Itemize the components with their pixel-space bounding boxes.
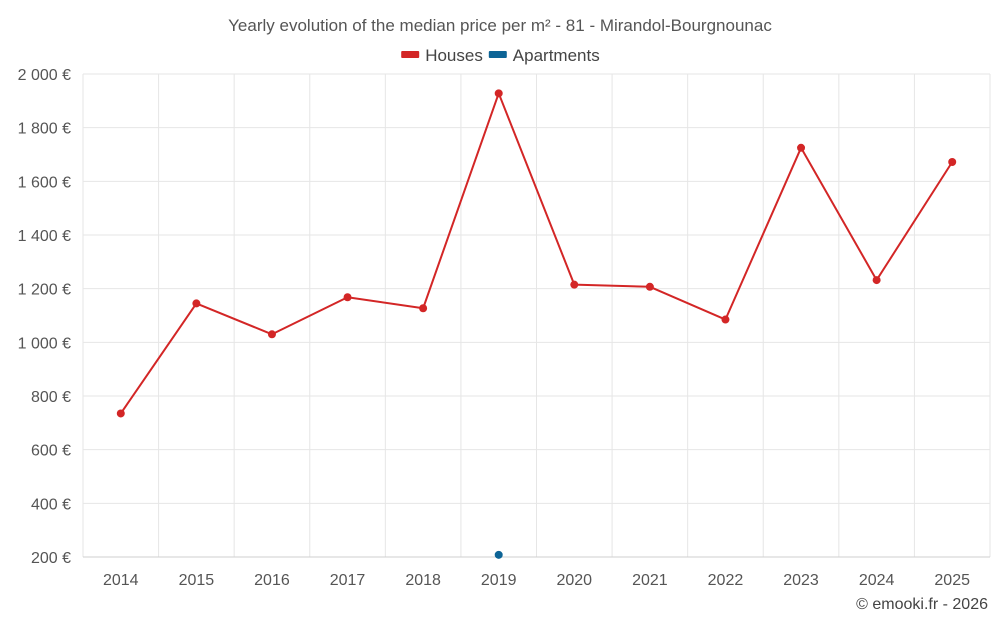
chart-title: Yearly evolution of the median price per… <box>228 16 772 35</box>
y-tick-label-2: 600 € <box>31 443 71 460</box>
houses-point-2021 <box>645 282 654 291</box>
houses-line <box>119 92 954 415</box>
legend-label-houses: Houses <box>425 46 483 65</box>
houses-point-2017 <box>343 293 352 302</box>
houses-point-2024 <box>872 276 881 285</box>
houses-point-2022 <box>721 315 730 324</box>
grid <box>82 73 991 558</box>
houses-point-2016 <box>267 330 276 339</box>
y-tick-label-0: 200 € <box>31 550 71 567</box>
legend-swatch-apartments <box>488 51 507 58</box>
legend: Houses Apartments <box>401 46 600 65</box>
apartments-point-2019 <box>494 550 503 559</box>
y-tick-label-8: 1 800 € <box>18 121 71 138</box>
x-tick-label-2020: 2020 <box>556 572 592 589</box>
y-tick-label-5: 1 200 € <box>18 282 71 299</box>
legend-label-apartments: Apartments <box>513 46 600 65</box>
houses-point-2014 <box>116 409 125 418</box>
y-tick-label-4: 1 000 € <box>18 335 71 352</box>
houses-point-2018 <box>419 304 428 313</box>
houses-point-2023 <box>797 143 806 152</box>
y-tick-label-6: 1 400 € <box>18 228 71 245</box>
y-tick-label-3: 800 € <box>31 389 71 406</box>
credit-text: © emooki.fr - 2026 <box>856 596 988 613</box>
x-tick-label-2021: 2021 <box>632 572 668 589</box>
y-tick-label-7: 1 600 € <box>18 174 71 191</box>
y-tick-label-1: 400 € <box>31 496 71 513</box>
x-tick-label-2019: 2019 <box>481 572 517 589</box>
houses-point-2025 <box>948 158 957 167</box>
x-tick-label-2023: 2023 <box>783 572 819 589</box>
x-tick-label-2015: 2015 <box>179 572 215 589</box>
x-tick-label-2025: 2025 <box>934 572 970 589</box>
series-layer <box>116 89 957 559</box>
x-tick-label-2014: 2014 <box>103 572 139 589</box>
legend-swatch-houses <box>401 51 420 58</box>
x-axis: 2014 2015 2016 2017 2018 2019 2020 2021 2022 2023… <box>103 572 970 589</box>
y-axis: 200 € 400 € 600 € 800 € 1 000 € 1 200 € 1 400 … <box>18 67 71 567</box>
houses-point-2019 <box>494 89 503 98</box>
x-tick-label-2024: 2024 <box>859 572 895 589</box>
y-tick-label-9: 2 000 € <box>18 67 71 84</box>
houses-point-2020 <box>570 280 579 289</box>
x-tick-label-2016: 2016 <box>254 572 290 589</box>
x-tick-label-2018: 2018 <box>405 572 441 589</box>
x-tick-label-2022: 2022 <box>708 572 744 589</box>
houses-point-2015 <box>192 299 201 308</box>
x-tick-label-2017: 2017 <box>330 572 366 589</box>
